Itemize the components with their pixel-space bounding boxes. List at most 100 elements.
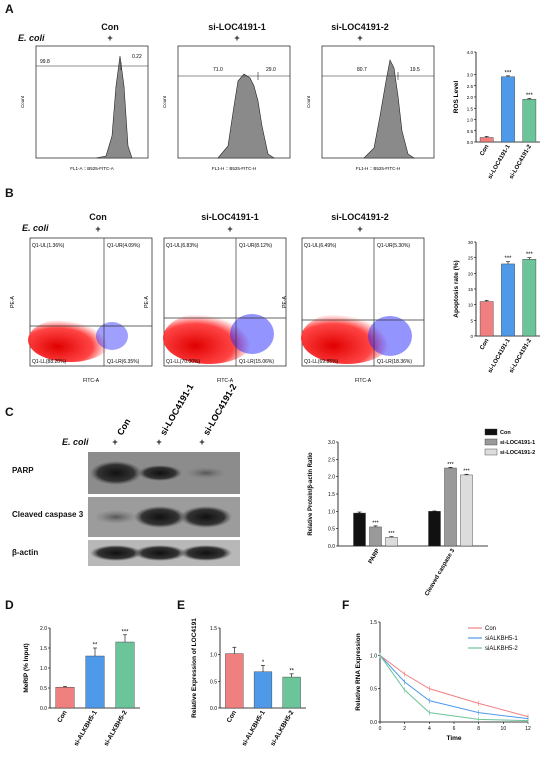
y-tick-label: 1.0 — [210, 653, 217, 659]
histogram-con: 99.8 0.22 FL1-A :: B525-FITC-A Count — [20, 45, 149, 171]
bar — [369, 526, 382, 547]
significance-mark: *** — [526, 252, 534, 258]
band-caspase-con — [94, 510, 138, 524]
plus-a-si2: + — [357, 33, 363, 43]
y-tick-label: 0.5 — [370, 687, 377, 693]
chart-relative-expression: 0.0 0.5 1.0 1.5 Con * si-ALKBH5-1 ** si-ALKBH5-2… — [191, 618, 306, 747]
bar — [428, 511, 441, 547]
y-tick-label: 2.0 — [40, 626, 47, 632]
bar — [501, 263, 515, 337]
category-label: si-LOC4191-1 — [487, 337, 512, 374]
scatter-xlabel: FITC-A — [83, 378, 100, 384]
gate-left-value: 99.8 — [40, 59, 50, 65]
panel-label-c: C — [5, 405, 14, 419]
category-label: Con — [226, 709, 238, 723]
x-tick-label: 0 — [379, 726, 382, 732]
live-cell-cluster — [301, 312, 393, 364]
group-header-b-con: Con — [89, 212, 107, 222]
western-blot-headers: Con si-LOC4191-1 si-LOC4191-2 — [115, 382, 238, 437]
histogram-si2: 80.7 19.5 FL1-H :: B525-FITC-H Count — [306, 45, 435, 171]
y-axis-label: ROS Level — [453, 81, 460, 114]
quadrant-ul: Q1-UL(6.49%) — [304, 243, 337, 249]
y-tick-label: 0.0 — [210, 706, 217, 712]
bar — [225, 653, 244, 709]
chart-apoptosis-rate: 0 5 10 15 20 25 30 Con *** si-LOC4191-1 *** si-LOC4… — [453, 240, 540, 374]
x-tick-label: 4 — [428, 726, 431, 732]
scatter-ylabel: PE-A — [10, 296, 16, 308]
scatter-ylabel: PE-A — [144, 296, 150, 308]
panel-label-d: D — [5, 598, 14, 612]
y-tick-label: 25 — [468, 256, 474, 261]
ecoli-label-c: E. coli — [62, 437, 89, 447]
category-label: PARP — [368, 548, 381, 565]
bar — [444, 467, 457, 547]
y-tick-label: 2.5 — [328, 457, 335, 463]
quadrant-ll: Q1-LL(69.85%) — [304, 359, 339, 365]
y-tick-label: 15 — [468, 287, 474, 292]
x-tick-label: 2 — [403, 726, 406, 732]
significance-mark: *** — [526, 93, 534, 99]
y-tick-label: 1.0 — [40, 666, 47, 672]
quadrant-lr: Q1-LR(6.35%) — [107, 359, 140, 365]
band-actin-con — [90, 545, 142, 561]
band-parp-si2 — [186, 467, 226, 479]
y-tick-label: 0.0 — [370, 720, 377, 726]
apoptotic-cluster — [368, 316, 412, 356]
bar — [85, 655, 105, 709]
y-tick-label: 0.0 — [467, 140, 474, 145]
histogram-xlabel: FL1-H :: B525-FITC-H — [356, 166, 400, 171]
band-caspase-si1 — [134, 506, 186, 528]
y-axis-label: Relative Expression of LOC4191 — [191, 618, 198, 718]
category-label: si-ALKBH5-2 — [269, 709, 295, 747]
plus-c-si1: + — [156, 437, 162, 447]
gate-right-value: 19.5 — [410, 67, 420, 73]
legend-swatch — [484, 428, 498, 436]
live-cell-cluster — [28, 318, 112, 362]
y-tick-label: 0.0 — [328, 544, 335, 550]
y-tick-label: 2.0 — [467, 95, 474, 100]
x-tick-label: 10 — [501, 726, 507, 732]
quadrant-ur: Q1-UR(5.30%) — [377, 243, 410, 249]
group-header-a-con: Con — [101, 22, 119, 32]
y-tick-label: 1.0 — [370, 653, 377, 659]
y-tick-label: 5 — [470, 318, 473, 323]
y-tick-label: 1.5 — [210, 626, 217, 632]
western-blot-image — [88, 452, 240, 566]
category-label: Cleaved caspase 3 — [424, 547, 456, 597]
x-axis-label: Time — [446, 735, 461, 742]
category-label: si-ALKBH5-2 — [103, 709, 129, 747]
ecoli-label-b: E. coli — [22, 223, 49, 233]
x-tick-label: 12 — [525, 726, 531, 732]
significance-mark: ** — [289, 668, 294, 674]
significance-mark: *** — [504, 256, 512, 262]
y-axis-label: Relative Protein/β-actin Ratio — [308, 452, 314, 536]
chart-ros-level: 0.00.51.01.52.02.53.04.0Con***si-LOC4191… — [453, 50, 540, 180]
bar — [253, 671, 273, 709]
legend-label: Con — [485, 626, 496, 632]
x-tick-label: 8 — [477, 726, 480, 732]
bar — [479, 301, 494, 337]
significance-mark: *** — [121, 629, 129, 635]
gate-left-value: 80.7 — [357, 67, 367, 73]
y-tick-label: 1.0 — [328, 509, 335, 515]
significance-mark: *** — [504, 70, 512, 76]
group-header-b-si2: si-LOC4191-2 — [331, 212, 389, 222]
y-tick-label: 0.5 — [467, 129, 474, 134]
significance-mark: *** — [388, 531, 395, 537]
band-caspase-si2 — [180, 506, 232, 528]
significance-mark: *** — [463, 469, 470, 475]
y-tick-label: 4.0 — [467, 50, 474, 55]
plus-b-si1: + — [227, 224, 233, 234]
band-parp-con — [90, 461, 142, 485]
panel-label-e: E — [177, 598, 186, 612]
band-label-parp: PARP — [12, 466, 34, 475]
scatter-si1: Q1-UL(6.83%) Q1-UR(8.12%) Q1-LL(70.00%) … — [144, 237, 287, 384]
y-tick-label: 1.5 — [467, 106, 474, 111]
chart-merip: 0.0 0.5 1.0 1.5 2.0 Con ** si-ALKBH5-1 *** si-ALK… — [23, 626, 140, 747]
y-axis-label: MeRIP (% Input) — [23, 643, 30, 692]
y-axis-label: Apoptosis rate (%) — [453, 260, 460, 317]
quadrant-ul: Q1-UL(1.36%) — [32, 243, 65, 249]
plus-a-si1: + — [234, 33, 240, 43]
y-tick-label: 1.5 — [40, 646, 47, 652]
histogram-panel-a: 99.8 0.22 FL1-A :: B525-FITC-A Count 71.… — [20, 45, 435, 171]
